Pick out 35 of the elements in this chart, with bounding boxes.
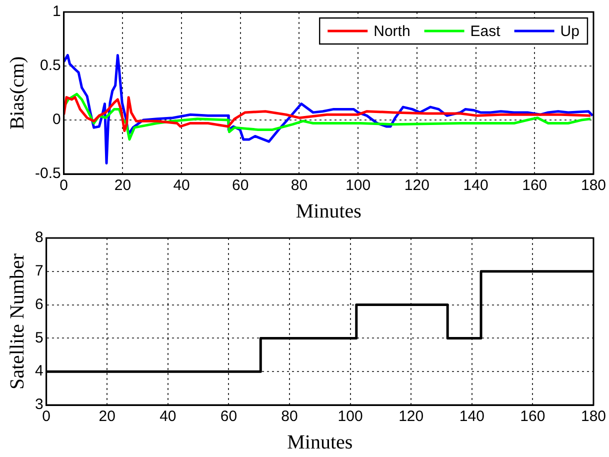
x-tick-label: 40 xyxy=(160,408,176,426)
x-tick-label: 140 xyxy=(463,177,488,194)
x-axis-title: Minutes xyxy=(287,431,353,454)
x-tick-label: 80 xyxy=(281,408,298,426)
y-tick-label: 0 xyxy=(52,111,61,128)
y-tick-label: 5 xyxy=(35,329,44,346)
y-tick-label: -0.5 xyxy=(34,165,61,182)
x-tick-label: 40 xyxy=(173,177,190,194)
x-tick-label: 60 xyxy=(220,408,238,426)
y-tick-label: 3 xyxy=(35,396,44,414)
x-tick-label: 80 xyxy=(290,177,308,194)
y-tick-label: 4 xyxy=(35,362,44,380)
y-axis-title: Bias(cm) xyxy=(6,56,28,130)
legend-label: Up xyxy=(560,23,580,40)
x-tick-label: 120 xyxy=(398,408,424,426)
x-tick-label: 180 xyxy=(580,408,606,426)
x-tick-label: 160 xyxy=(520,408,546,426)
y-tick-label: 0.5 xyxy=(40,57,61,74)
y-tick-label: 8 xyxy=(35,229,44,246)
x-axis-title: Minutes xyxy=(296,200,362,222)
legend-label: East xyxy=(470,23,502,40)
x-tick-label: 60 xyxy=(232,177,249,194)
x-tick-label: 20 xyxy=(114,177,132,194)
x-tick-label: 180 xyxy=(580,177,606,194)
x-tick-label: 100 xyxy=(346,177,371,194)
legend-label: North xyxy=(374,23,410,40)
x-tick-label: 160 xyxy=(522,177,548,194)
x-tick-label: 20 xyxy=(98,408,116,426)
x-tick-label: 120 xyxy=(404,177,430,194)
y-axis-title: Satellite Number xyxy=(6,253,28,390)
y-tick-label: 7 xyxy=(35,262,44,280)
y-tick-label: 1 xyxy=(52,3,61,20)
y-tick-label: 6 xyxy=(35,296,44,313)
x-tick-label: 100 xyxy=(338,408,363,426)
x-tick-label: 140 xyxy=(459,408,484,426)
